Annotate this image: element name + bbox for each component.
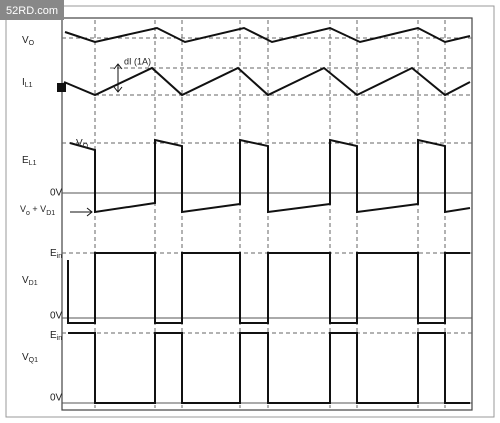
vo-label: VO (22, 35, 35, 47)
il1-label: IL1 (22, 77, 33, 89)
label-part: E (50, 248, 57, 259)
vq1-wave (68, 332, 470, 404)
label-part: E (50, 330, 57, 341)
vo-wave (64, 26, 471, 44)
label-part: o (26, 210, 30, 217)
label-part: in (57, 335, 63, 342)
marker-square (57, 83, 66, 92)
vd1-top-label: Ein (50, 248, 62, 260)
watermark-bg (0, 0, 64, 20)
label-part: D1 (29, 280, 38, 287)
watermark: 52RD.com (6, 5, 58, 17)
di-arrow (113, 63, 123, 93)
label-part: O (29, 40, 35, 47)
label-part: in (57, 253, 63, 260)
plot-frame (61, 17, 473, 411)
label-part: O (83, 143, 89, 150)
label-part: V (22, 275, 29, 286)
el1-top-label: VO (76, 138, 89, 150)
label-part: V (76, 138, 83, 149)
label-part: E (22, 155, 29, 166)
label-part: V (22, 35, 29, 46)
el1-wave (69, 138, 471, 214)
label-part: V (20, 204, 26, 214)
vd-arrow (70, 207, 93, 217)
label-part: L1 (25, 82, 33, 89)
label-part: V (22, 352, 29, 363)
il1-wave (63, 66, 471, 97)
di-label: dI (1A) (124, 56, 151, 66)
label-part: D1 (46, 210, 55, 217)
label-part: I (22, 77, 25, 88)
vq1-zero-label: 0V (50, 393, 63, 404)
vq1-top-label: Ein (50, 330, 62, 342)
label-part: L1 (29, 160, 37, 167)
el1-bottom-label: Vo + VD1 (20, 204, 55, 216)
vq1-label: VQ1 (22, 352, 38, 364)
vd1-zero-label: 0V (50, 311, 63, 322)
label-part: Q1 (29, 357, 38, 364)
vd1-wave (67, 252, 470, 324)
vd1-label: VD1 (22, 275, 38, 287)
el1-label: EL1 (22, 155, 37, 167)
label-part: + V (30, 204, 46, 214)
el1-zero-label: 0V (50, 188, 63, 199)
